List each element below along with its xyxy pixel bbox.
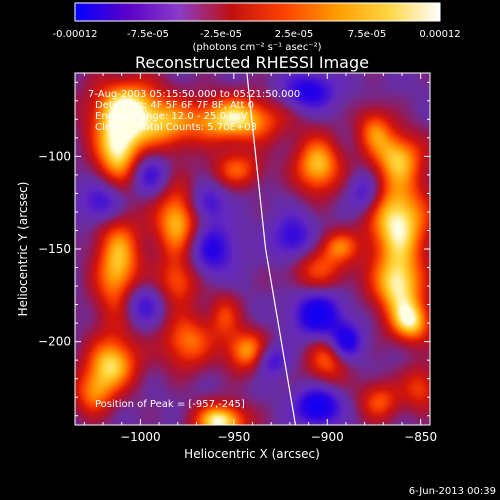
x-axis-label: Heliocentric X (arcsec) — [184, 447, 320, 461]
x-tick-label: −900 — [311, 430, 344, 444]
colorbar-tick-label: 2.5e-05 — [275, 29, 313, 40]
y-tick-label: −150 — [38, 242, 71, 256]
annotation-clean-counts: Clean Total Counts: 5.70E+03 — [95, 122, 257, 133]
colorbar-tick-label: -7.5e-05 — [127, 29, 169, 40]
heatmap-image — [75, 73, 430, 425]
colorbar-ticks: -0.00012 -7.5e-05 -2.5e-05 2.5e-05 7.5e-… — [53, 29, 461, 40]
chart-title: Reconstructed RHESSI Image — [135, 53, 369, 72]
y-axis-ticks: −100 −150 −200 — [38, 81, 430, 417]
x-tick-label: −1000 — [120, 430, 161, 444]
y-tick-label: −100 — [38, 149, 71, 163]
annotation-block: 7-Aug-2003 05:15:50.000 to 05:21:50.000 … — [88, 89, 300, 133]
x-tick-label: −950 — [217, 430, 250, 444]
colorbar-tick-label: 0.00012 — [419, 29, 460, 40]
colorbar — [74, 2, 441, 22]
colorbar-tick-label: -2.5e-05 — [200, 29, 242, 40]
annotation-detectors: Detectors: 4F 5F 6F 7F 8F, Att 0 — [95, 100, 254, 111]
solar-limb-curve — [246, 73, 297, 425]
y-axis-label: Heliocentric Y (arcsec) — [16, 182, 30, 317]
colorbar-tick-label: -0.00012 — [53, 29, 98, 40]
annotation-time-range: 7-Aug-2003 05:15:50.000 to 05:21:50.000 — [88, 89, 300, 100]
colorbar-units: (photons cm⁻² s⁻¹ asec⁻²) — [192, 42, 321, 53]
x-tick-label: −850 — [404, 430, 437, 444]
timestamp: 6-Jun-2013 00:39 — [409, 486, 496, 497]
annotation-energy-range: Energy Range: 12.0 - 25.0 keV — [95, 111, 248, 122]
peak-position-label: Position of Peak = [-957,-245] — [95, 399, 245, 410]
colorbar-tick-label: 7.5e-05 — [348, 29, 386, 40]
y-tick-label: −200 — [38, 335, 71, 349]
x-axis-ticks: −1000 −950 −900 −850 — [83, 73, 437, 444]
